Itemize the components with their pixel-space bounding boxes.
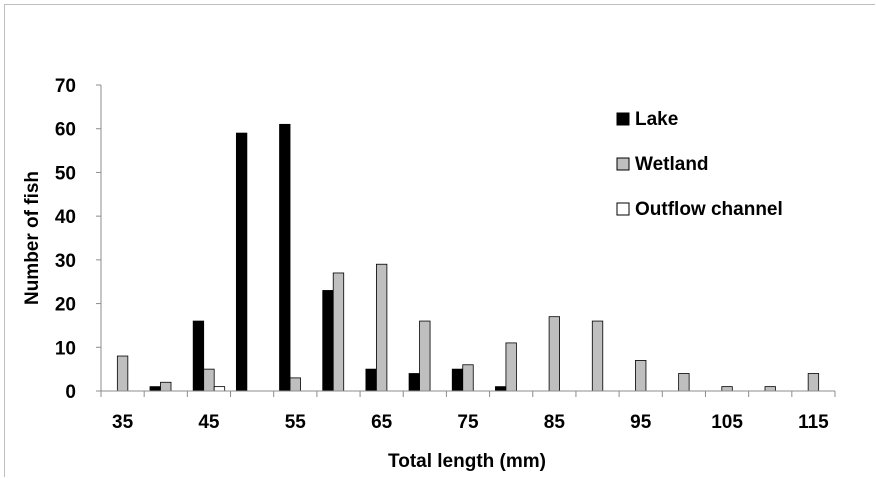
x-axis-ticks: 35 45 55 65 75 85 95 105 115 [100,391,836,433]
bar-outflow-channel-45 [213,386,226,392]
y-tick-label: 30 [55,251,76,272]
y-tick-label: 10 [55,338,76,359]
bar-wetland-65 [375,263,388,392]
y-tick-label: 0 [65,382,76,403]
x-axis-title: Total length (mm) [388,451,546,472]
legend: Lake Wetland Outflow channel [616,109,783,220]
bar-wetland-105 [721,386,733,392]
bars-group [116,123,820,392]
bar-lake-65 [365,368,377,392]
y-axis-ticks: 0 10 20 30 40 50 60 70 [55,76,101,403]
bar-wetland-115 [807,373,820,392]
x-tick-label: 115 [798,412,829,433]
bar-wetland-90 [591,320,604,392]
bar-wetland-35 [116,355,129,392]
y-axis-title: Number of fish [22,171,43,305]
bar-lake-40 [149,386,161,392]
bar-lake-70 [408,373,420,392]
x-tick-label: 35 [112,412,134,433]
bar-lake-80 [495,386,507,392]
legend-label-wetland: Wetland [635,154,709,175]
bar-wetland-70 [419,320,431,392]
x-tick-label: 45 [198,412,220,433]
x-tick-label: 95 [630,412,652,433]
legend-swatch-outflow-channel [616,202,630,216]
bar-lake-45 [192,320,205,392]
y-tick-label: 50 [55,163,76,184]
y-tick-label: 70 [55,76,76,97]
legend-label-outflow-channel: Outflow channel [635,199,783,220]
y-tick-label: 40 [55,207,76,228]
bar-wetland-110 [764,386,776,392]
bar-wetland-55 [289,377,301,392]
x-tick-label: 55 [285,412,307,433]
bar-lake-60 [322,290,334,392]
bar-wetland-85 [548,316,560,392]
chart-frame [4,4,875,477]
bar-wetland-80 [505,342,517,392]
bar-wetland-95 [635,359,647,392]
bar-wetland-100 [678,373,690,392]
legend-swatch-lake [616,112,630,126]
legend-swatch-wetland [616,157,630,171]
bar-wetland-75 [462,364,474,392]
bar-wetland-45 [203,368,215,392]
y-tick-label: 20 [55,295,76,316]
x-tick-label: 75 [457,412,479,433]
bar-lake-55 [279,123,291,392]
bar-wetland-40 [160,381,172,392]
x-tick-label: 85 [544,412,566,433]
bar-wetland-60 [332,272,345,392]
legend-label-lake: Lake [635,109,678,130]
x-tick-label: 65 [371,412,393,433]
bar-lake-50 [235,132,248,392]
y-tick-label: 60 [55,120,76,141]
bar-lake-75 [451,368,464,392]
x-tick-label: 105 [711,412,743,433]
